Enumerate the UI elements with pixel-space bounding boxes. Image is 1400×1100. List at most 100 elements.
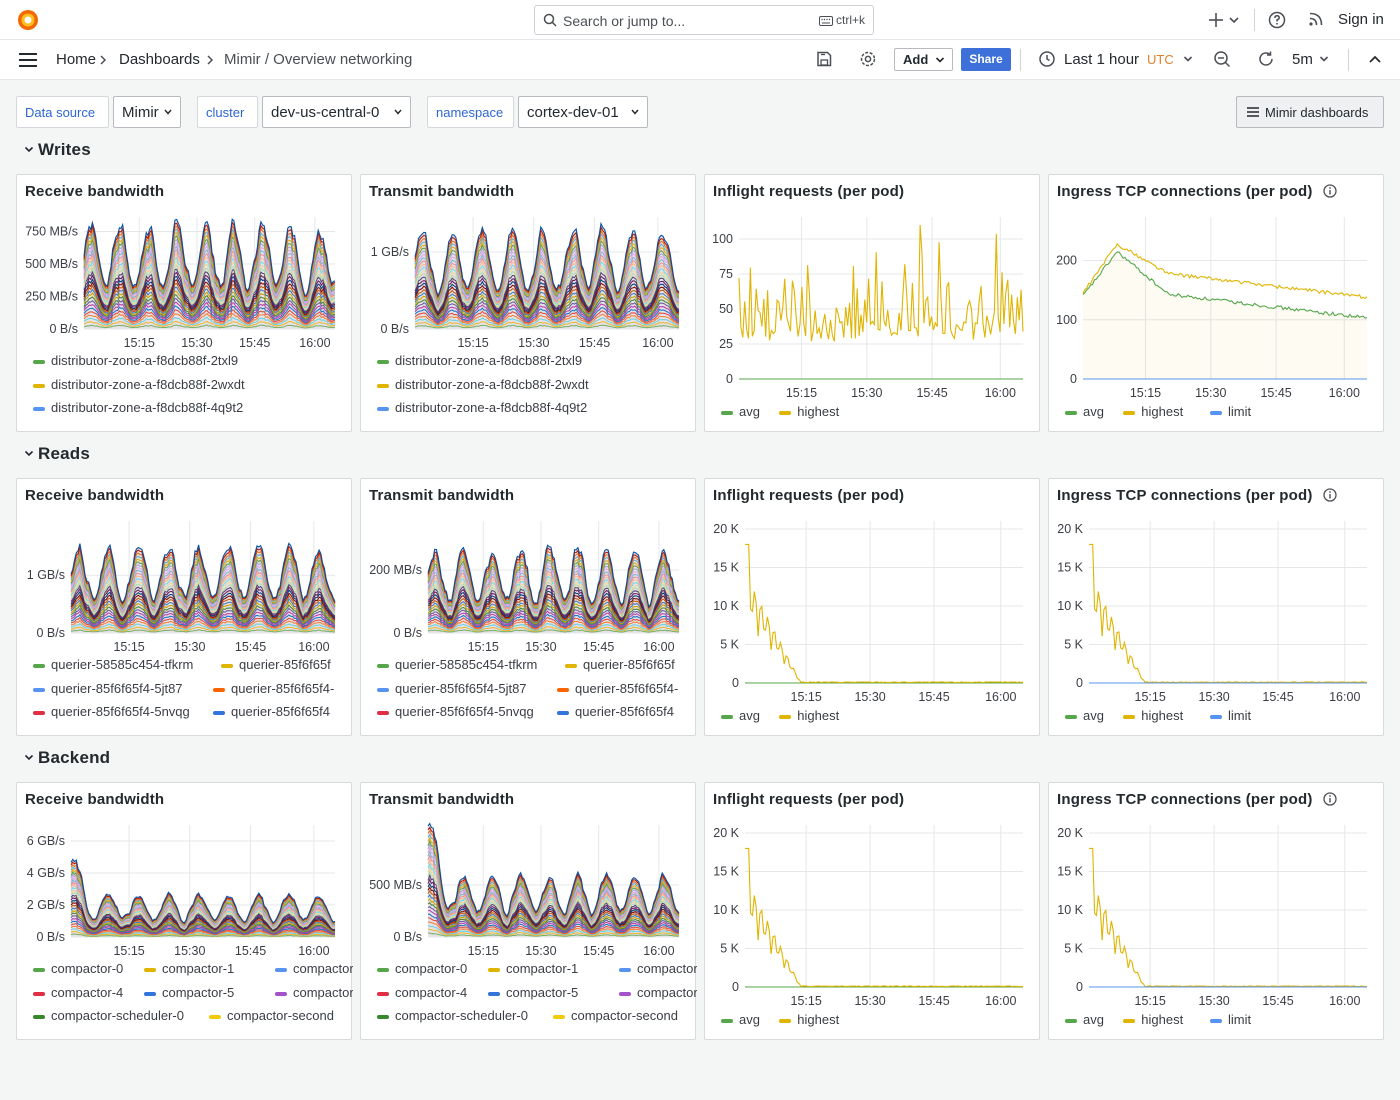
sign-in-link[interactable]: Sign in	[1338, 11, 1384, 28]
cluster-select[interactable]: dev-us-central-0	[262, 96, 411, 128]
legend-item[interactable]: querier-85f6f65f4-	[209, 681, 334, 696]
new-menu-button[interactable]	[1208, 11, 1242, 29]
mimir-dashboards-link[interactable]: Mimir dashboards	[1236, 96, 1384, 128]
legend-item[interactable]: querier-85f6f65f4-5nvqg	[29, 704, 190, 719]
breadcrumb-dashboards[interactable]: Dashboards	[119, 51, 200, 68]
panel-receive-bandwidth[interactable]: Receive bandwidth 0 B/s 250 MB/s 500 MB/s 75…	[16, 174, 352, 432]
info-icon[interactable]	[1323, 184, 1337, 201]
legend-item[interactable]: compactor-second	[549, 1008, 678, 1023]
settings-gear-icon[interactable]	[859, 50, 877, 68]
panel-transmit-bandwidth[interactable]: Transmit bandwidth 0 B/s 1 GB/s 15:15 15:30 1…	[360, 174, 696, 432]
legend-item[interactable]: highest	[1119, 708, 1183, 723]
panel-transmit-bandwidth[interactable]: Transmit bandwidth 0 B/s 200 MB/s 15:15 15:3…	[360, 478, 696, 736]
add-button[interactable]: Add	[894, 48, 953, 71]
panel-inflight-requests-per-pod[interactable]: Inflight requests (per pod) 0 5 K 10 K 15 K 2…	[704, 478, 1040, 736]
panel-inflight-requests-per-pod[interactable]: Inflight requests (per pod) 0 25 50 75 100 15:…	[704, 174, 1040, 432]
legend-item[interactable]: compactor-0	[373, 961, 467, 976]
breadcrumb-home[interactable]: Home	[56, 51, 97, 68]
info-icon[interactable]	[1323, 792, 1337, 809]
zoom-out-icon[interactable]	[1213, 50, 1231, 68]
legend-item[interactable]: querier-85f6f65f4-5jt87	[373, 681, 527, 696]
legend-item[interactable]: querier-85f6f65f4	[209, 704, 330, 719]
legend-item[interactable]: querier-85f6f65f4-5nvqg	[373, 704, 534, 719]
news-feed-icon[interactable]	[1308, 11, 1324, 30]
legend-swatch	[1065, 1019, 1077, 1023]
legend-item[interactable]: querier-85f6f65f4	[553, 704, 674, 719]
legend-item[interactable]: limit	[1206, 708, 1251, 723]
legend-item[interactable]: compactor-1	[484, 961, 578, 976]
legend-item[interactable]: highest	[775, 1012, 839, 1027]
legend-swatch	[1123, 715, 1136, 719]
legend-item[interactable]: compactor-	[271, 985, 353, 1000]
legend-item[interactable]: avg	[717, 404, 760, 419]
info-icon[interactable]	[1323, 488, 1337, 505]
legend-item[interactable]: distributor-zone-a-f8dcb88f-2wxdt	[373, 377, 589, 392]
panel-inflight-requests-per-pod[interactable]: Inflight requests (per pod) 0 5 K 10 K 15 K 2…	[704, 782, 1040, 1040]
legend-item[interactable]: compactor-scheduler-0	[373, 1008, 528, 1023]
menu-icon[interactable]	[18, 52, 38, 71]
panel-transmit-bandwidth[interactable]: Transmit bandwidth 0 B/s 500 MB/s 15:15 15:3…	[360, 782, 697, 1040]
refresh-interval-picker[interactable]: 5m	[1292, 51, 1313, 68]
legend-item[interactable]: querier-85f6f65f4-	[553, 681, 678, 696]
panel-receive-bandwidth[interactable]: Receive bandwidth 0 B/s 1 GB/s 15:15 15:30 15…	[16, 478, 352, 736]
row-header-backend[interactable]: Backend	[24, 748, 224, 768]
legend-item[interactable]: limit	[1206, 1012, 1251, 1027]
legend-item[interactable]: distributor-zone-a-f8dcb88f-2txl9	[373, 353, 582, 368]
chevron-down-icon[interactable]	[1183, 55, 1193, 63]
legend-item[interactable]: highest	[775, 708, 839, 723]
row-header-writes[interactable]: Writes	[24, 140, 224, 160]
help-icon[interactable]	[1268, 11, 1286, 32]
legend-item[interactable]: avg	[717, 1012, 760, 1027]
legend-item[interactable]: highest	[775, 404, 839, 419]
legend-item[interactable]: distributor-zone-a-f8dcb88f-4q9t2	[373, 400, 587, 415]
time-range-picker[interactable]: Last 1 hour	[1064, 51, 1140, 68]
legend-item[interactable]: compactor-	[271, 961, 353, 976]
legend-item[interactable]: distributor-zone-a-f8dcb88f-2txl9	[29, 353, 238, 368]
legend-item[interactable]: compactor-scheduler-0	[29, 1008, 184, 1023]
legend-item[interactable]: distributor-zone-a-f8dcb88f-4q9t2	[29, 400, 243, 415]
chart-plot: 0 B/s 250 MB/s 500 MB/s 750 MB/s 15:15 15:30 1…	[25, 217, 336, 350]
legend-item[interactable]: querier-58585c454-tfkrm	[29, 657, 193, 672]
refresh-icon[interactable]	[1257, 50, 1275, 68]
legend-item[interactable]: avg	[1061, 708, 1104, 723]
grafana-logo-icon[interactable]	[16, 8, 40, 32]
legend-item[interactable]: compactor-5	[140, 985, 234, 1000]
legend-item[interactable]: avg	[717, 708, 760, 723]
legend-item[interactable]: compactor-	[615, 961, 697, 976]
legend-swatch	[275, 991, 287, 996]
legend-item[interactable]: compactor-4	[29, 985, 123, 1000]
panel-ingress-tcp-connections-per-pod[interactable]: Ingress TCP connections (per pod) 0 100 200…	[1048, 174, 1384, 432]
legend-item[interactable]: querier-85f6f65f	[561, 657, 675, 672]
legend-item[interactable]: compactor-second	[205, 1008, 334, 1023]
panel-receive-bandwidth[interactable]: Receive bandwidth 0 B/s 2 GB/s 4 GB/s 6 GB/s…	[16, 782, 353, 1040]
legend-item[interactable]: querier-85f6f65f	[217, 657, 331, 672]
panel-ingress-tcp-connections-per-pod[interactable]: Ingress TCP connections (per pod) 0 5 K 10 …	[1048, 782, 1384, 1040]
legend-item[interactable]: limit	[1206, 404, 1251, 419]
series-line	[70, 915, 336, 934]
namespace-select[interactable]: cortex-dev-01	[518, 96, 648, 128]
legend-item[interactable]: querier-85f6f65f4-5jt87	[29, 681, 183, 696]
chevron-down-icon[interactable]	[1319, 55, 1329, 63]
row-header-reads[interactable]: Reads	[24, 444, 224, 464]
legend-item[interactable]: compactor-0	[29, 961, 123, 976]
series-line	[83, 218, 336, 296]
legend-item[interactable]: highest	[1119, 404, 1183, 419]
legend-label: limit	[1228, 1012, 1252, 1027]
chevron-up-icon[interactable]	[1368, 54, 1382, 64]
series-line	[427, 898, 680, 931]
legend-item[interactable]: distributor-zone-a-f8dcb88f-2wxdt	[29, 377, 245, 392]
legend-item[interactable]: querier-58585c454-tfkrm	[373, 657, 537, 672]
save-icon[interactable]	[815, 50, 833, 68]
search-input[interactable]: Search or jump to... ctrl+k	[534, 5, 874, 35]
datasource-select[interactable]: Mimir	[113, 96, 181, 128]
legend-item[interactable]: compactor-5	[484, 985, 578, 1000]
legend-item[interactable]: compactor-	[615, 985, 697, 1000]
legend-item[interactable]: compactor-4	[373, 985, 467, 1000]
legend-item[interactable]: avg	[1061, 1012, 1104, 1027]
series-line	[70, 588, 336, 621]
share-button[interactable]: Share	[961, 48, 1011, 71]
panel-ingress-tcp-connections-per-pod[interactable]: Ingress TCP connections (per pod) 0 5 K 10 …	[1048, 478, 1384, 736]
legend-item[interactable]: avg	[1061, 404, 1104, 419]
legend-item[interactable]: highest	[1119, 1012, 1183, 1027]
legend-item[interactable]: compactor-1	[140, 961, 234, 976]
